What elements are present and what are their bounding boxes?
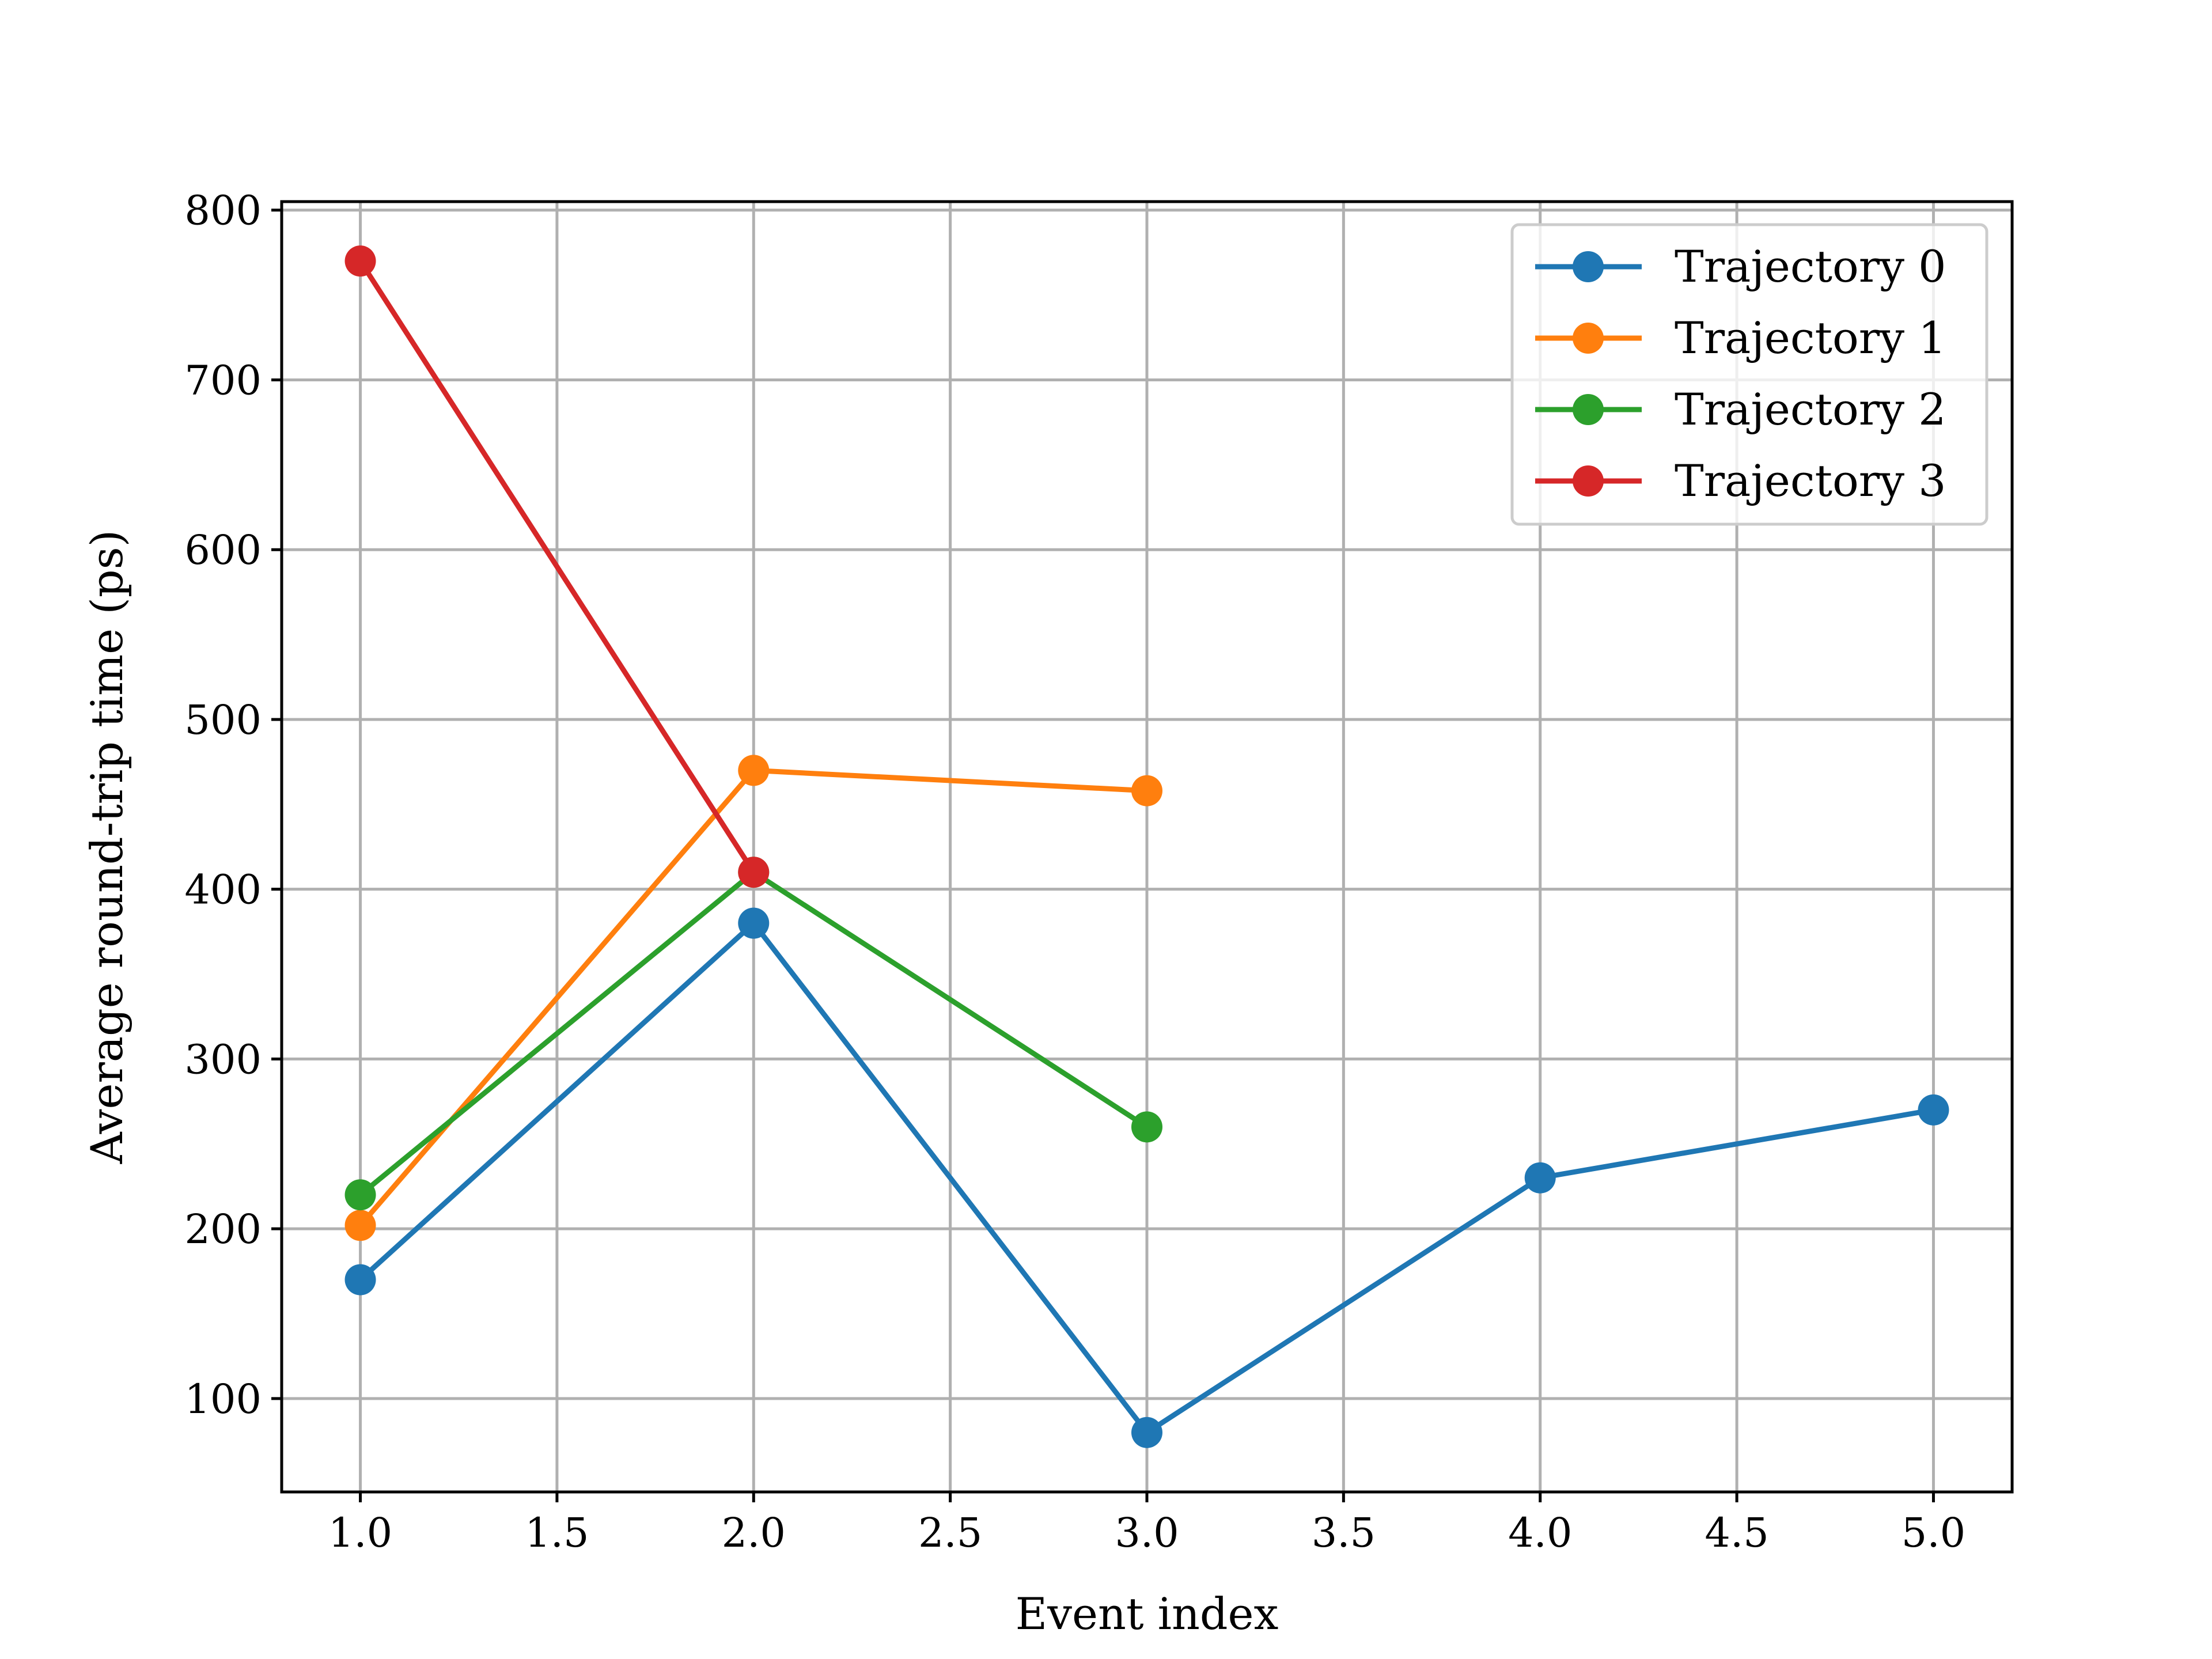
- y-tick-label: 300: [184, 1036, 262, 1083]
- legend-box: [1510, 223, 1988, 526]
- ticks: 1.0 1.5 2.0 2.5 3.0 3.5 4.0 4.5 5.0 100 200 300 400 5…: [184, 187, 1965, 1556]
- data-point: [738, 907, 770, 939]
- y-tick-label: 500: [184, 696, 262, 744]
- data-point: [738, 755, 770, 786]
- legend-marker: [1573, 465, 1604, 497]
- y-axis-label: Average round-trip time (ps): [81, 530, 132, 1164]
- data-point: [344, 1264, 376, 1296]
- series-trajectory-1: [344, 755, 1162, 1241]
- y-tick-label: 100: [184, 1376, 262, 1423]
- x-tick-label: 2.5: [918, 1509, 982, 1556]
- legend: Trajectory 0 Trajectory 1 Trajectory 2 Traj…: [1510, 223, 1988, 526]
- data-point: [344, 245, 376, 277]
- y-tick-label: 200: [184, 1206, 262, 1253]
- legend-marker: [1573, 394, 1604, 425]
- y-tick-label: 400: [184, 866, 262, 914]
- data-point: [344, 1210, 376, 1241]
- x-tick-label: 1.0: [328, 1509, 392, 1556]
- data-point: [1131, 1111, 1162, 1143]
- y-tick-label: 800: [184, 187, 262, 234]
- legend-label: Trajectory 0: [1675, 241, 1946, 292]
- x-axis-label: Event index: [1016, 1588, 1279, 1639]
- data-point: [1918, 1094, 1949, 1126]
- y-tick-label: 600: [184, 527, 262, 574]
- grid: [282, 202, 2012, 1492]
- data-point: [344, 1179, 376, 1211]
- x-tick-label: 4.0: [1508, 1509, 1572, 1556]
- legend-label: Trajectory 3: [1675, 455, 1946, 506]
- data-point: [1524, 1162, 1556, 1194]
- data-point: [738, 857, 770, 888]
- legend-label: Trajectory 1: [1675, 312, 1946, 363]
- x-tick-label: 2.0: [722, 1509, 786, 1556]
- legend-label: Trajectory 2: [1675, 384, 1946, 435]
- legend-item: Trajectory 0: [1535, 241, 1946, 292]
- x-tick-label: 5.0: [1902, 1509, 1965, 1556]
- legend-item: Trajectory 3: [1535, 455, 1946, 506]
- legend-marker: [1573, 323, 1604, 354]
- data-point: [1131, 775, 1162, 806]
- legend-item: Trajectory 2: [1535, 384, 1946, 435]
- y-tick-label: 700: [184, 357, 262, 404]
- x-tick-label: 1.5: [525, 1509, 589, 1556]
- data-point: [1131, 1416, 1162, 1448]
- series-line: [357, 257, 757, 876]
- x-tick-label: 3.5: [1312, 1509, 1376, 1556]
- legend-marker: [1573, 251, 1604, 282]
- x-tick-label: 3.0: [1115, 1509, 1179, 1556]
- legend-item: Trajectory 1: [1535, 312, 1946, 363]
- series-trajectory-3: [344, 245, 770, 888]
- x-tick-label: 4.5: [1705, 1509, 1768, 1556]
- series-trajectory-0: [344, 907, 1949, 1448]
- series-group: [344, 245, 1949, 1448]
